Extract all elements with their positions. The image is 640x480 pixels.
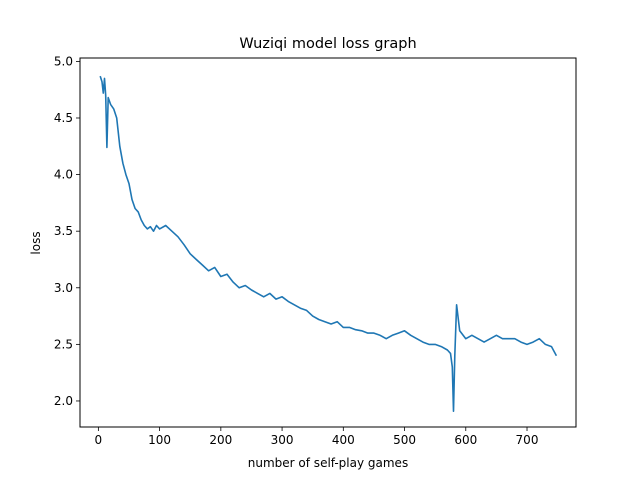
x-tick-label: 400	[332, 433, 355, 447]
plot-area	[79, 57, 577, 428]
loss-series-line	[99, 75, 558, 412]
x-tick-label: 700	[516, 433, 539, 447]
y-axis-label: loss	[29, 231, 43, 254]
y-tick-label: 3.0	[54, 281, 73, 295]
x-axis-label: number of self-play games	[248, 456, 408, 470]
x-axis: 0 100 200 300 400 500 600 700	[95, 427, 539, 447]
y-tick-label: 3.5	[54, 224, 73, 238]
x-tick-label: 500	[393, 433, 416, 447]
x-tick-label: 0	[95, 433, 103, 447]
x-tick-label: 600	[454, 433, 477, 447]
y-axis: 2.0 2.5 3.0 3.5 4.0 4.5 5.0	[54, 54, 80, 408]
x-tick-label: 200	[209, 433, 232, 447]
x-tick-label: 300	[271, 433, 294, 447]
y-tick-label: 4.5	[54, 111, 73, 125]
chart-title: Wuziqi model loss graph	[239, 36, 416, 52]
y-tick-label: 2.5	[54, 337, 73, 351]
y-tick-label: 4.0	[54, 168, 73, 182]
y-tick-label: 2.0	[54, 394, 73, 408]
y-tick-label: 5.0	[54, 54, 73, 68]
x-tick-label: 100	[148, 433, 171, 447]
